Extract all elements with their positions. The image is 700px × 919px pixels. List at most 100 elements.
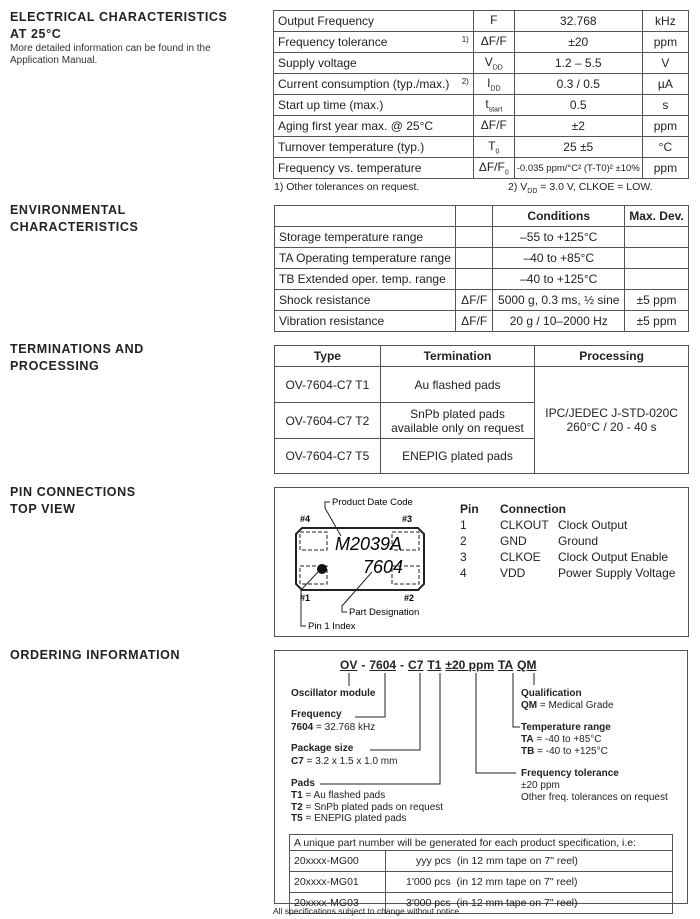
footnote-2: 2) VDD = 3.0 V, CLKOE = LOW. bbox=[508, 181, 653, 196]
pin-row: 2 GND Ground bbox=[460, 533, 675, 549]
package-top-view-diagram: M2039A 7604 #4 #3 #1 #2 Product Date Cod… bbox=[295, 497, 425, 632]
value: = SnPb plated pads on request bbox=[305, 801, 444, 813]
param: Aging first year max. @ 25°C bbox=[278, 119, 434, 133]
heading-line: PROCESSING bbox=[10, 359, 100, 373]
symbol-sub: start bbox=[488, 106, 503, 114]
quantity: 3'000 pcs (in 12 mm tape on 7" reel) bbox=[385, 892, 673, 914]
code-series: OV bbox=[340, 658, 358, 672]
pin-list-header: Pin Connection bbox=[460, 501, 675, 517]
value: = Medical Grade bbox=[539, 700, 614, 711]
type-cell: OV-7604-C7 T2 bbox=[274, 402, 381, 439]
pads-item: T5 = ENEPIG plated pads bbox=[291, 813, 443, 825]
symbol: ΔF/F bbox=[480, 117, 507, 132]
param: Output Frequency bbox=[278, 14, 375, 28]
heading-line: TOP VIEW bbox=[10, 502, 76, 516]
param: Frequency tolerance bbox=[278, 35, 388, 49]
pin-row: 3 CLKOE Clock Output Enable bbox=[460, 549, 675, 565]
code-qualification: QM bbox=[517, 658, 537, 672]
environmental-heading: ENVIRONMENTAL CHARACTERISTICS bbox=[10, 202, 138, 236]
value-cell: ±20 bbox=[513, 31, 643, 53]
param-cell: Frequency tolerance 1) bbox=[273, 31, 474, 53]
symbol: I bbox=[487, 75, 491, 90]
symbol: F bbox=[490, 12, 498, 27]
pin-header: Pin bbox=[460, 502, 479, 516]
pad-1 bbox=[299, 565, 328, 585]
param-cell: Turnover temperature (typ.) bbox=[273, 136, 474, 158]
electrical-row: Frequency vs. temperature ΔF/F0 -0.035 p… bbox=[273, 157, 690, 179]
unit-cell: µA bbox=[641, 73, 690, 95]
pad-2 bbox=[391, 565, 420, 585]
value: = -40 to +125°C bbox=[537, 746, 608, 757]
param: Frequency vs. temperature bbox=[278, 161, 422, 175]
code-tolerance: ±20 ppm bbox=[445, 658, 495, 672]
param-cell: Output Frequency bbox=[273, 10, 474, 32]
symbol-sub: DD bbox=[492, 64, 503, 72]
key: T2 bbox=[291, 801, 303, 813]
type-cell: OV-7604-C7 T1 bbox=[274, 366, 381, 403]
pin-list: Pin Connection 1 CLKOUT Clock Output 2 GND Gro… bbox=[460, 501, 675, 581]
part-number-table-header: A unique part number will be generated f… bbox=[289, 834, 673, 851]
qualification-title: Qualification bbox=[521, 688, 582, 699]
terminations-heading: TERMINATIONS AND PROCESSING bbox=[10, 341, 144, 375]
tolerance-title: Frequency tolerance bbox=[521, 768, 619, 779]
electrical-row: Start up time (max.) tstart 0.5 s bbox=[273, 94, 690, 116]
pin-signal: CLKOUT bbox=[500, 518, 549, 532]
terminations-table: Type Termination Processing OV-7604-C7 T1 A… bbox=[274, 345, 689, 474]
pads-title: Pads bbox=[291, 778, 315, 789]
symbol: T bbox=[488, 138, 496, 153]
cell: 5000 g, 0.3 ms, ½ sine bbox=[492, 289, 626, 311]
footnote-1: 1) Other tolerances on request. bbox=[274, 181, 420, 193]
frequency-desc: 7604 = 32.768 kHz bbox=[291, 722, 375, 734]
value: = -40 to +85°C bbox=[536, 734, 602, 745]
code-sep: - bbox=[361, 658, 366, 672]
qualification-desc: QM = Medical Grade bbox=[521, 700, 614, 712]
key: C7 bbox=[291, 756, 304, 767]
part-designation-label: Part Designation bbox=[349, 607, 419, 618]
param-cell: Frequency vs. temperature bbox=[273, 157, 474, 179]
cell: ±5 ppm bbox=[624, 289, 689, 311]
processing-line: IPC/JEDEC J-STD-020C bbox=[545, 406, 678, 420]
symbol: V bbox=[484, 54, 493, 69]
electrical-row: Current consumption (typ./max.) 2) IDD 0.… bbox=[273, 73, 690, 95]
code-frequency: 7604 bbox=[369, 658, 397, 672]
cell: TB Extended oper. temp. range bbox=[274, 268, 456, 290]
pin-row: 1 CLKOUT Clock Output bbox=[460, 517, 675, 533]
param-cell: Current consumption (typ./max.) 2) bbox=[273, 73, 474, 95]
pin-connections-box: M2039A 7604 #4 #3 #1 #2 Product Date Cod… bbox=[274, 487, 689, 637]
param: Turnover temperature (typ.) bbox=[278, 140, 425, 154]
symbol-sub: 0 bbox=[504, 169, 509, 177]
package-desc: C7 = 3.2 x 1.5 x 1.0 mm bbox=[291, 756, 397, 768]
environmental-row: Vibration resistance ΔF/F 20 g / 10–2000 H… bbox=[274, 310, 689, 332]
date-code-label: Product Date Code bbox=[332, 497, 413, 508]
part-number-table: A unique part number will be generated f… bbox=[289, 834, 673, 914]
termination-cell: ENEPIG plated pads bbox=[379, 438, 536, 474]
marking-date-code: M2039A bbox=[335, 534, 402, 554]
key: T5 bbox=[291, 813, 303, 824]
marking-part: 7604 bbox=[363, 557, 403, 577]
pin-number: 1 bbox=[460, 518, 467, 532]
heading-line: TERMINATIONS AND bbox=[10, 342, 144, 356]
part-number: 20xxxx-MG01 bbox=[289, 871, 386, 893]
pin-number: 2 bbox=[460, 534, 467, 548]
pin4-label: #4 bbox=[300, 514, 310, 524]
pin-signal: VDD bbox=[500, 566, 526, 580]
pads-item: T2 = SnPb plated pads on request bbox=[291, 802, 443, 814]
part-number-code: OV - 7604 - C7 T1 ±20 ppm TA QM bbox=[340, 658, 536, 672]
package-outline bbox=[295, 527, 425, 591]
tolerance-line1: ±20 ppm bbox=[521, 780, 560, 791]
symbol-cell: ΔF/F bbox=[472, 31, 515, 53]
pads-list: T1 = Au flashed pads T2 = SnPb plated pa… bbox=[291, 790, 443, 825]
electrical-row: Output Frequency F 32.768 kHz bbox=[273, 10, 690, 32]
pin-function: Clock Output Enable bbox=[558, 550, 669, 564]
heading-line: ENVIRONMENTAL bbox=[10, 203, 126, 217]
pin-function: Ground bbox=[558, 534, 599, 548]
note: 2) bbox=[461, 77, 469, 86]
electrical-heading: ELECTRICAL CHARACTERISTICS AT 25°C bbox=[10, 9, 227, 43]
quantity: 1'000 pcs (in 12 mm tape on 7" reel) bbox=[385, 871, 673, 893]
value: = 32.768 kHz bbox=[316, 722, 376, 733]
cell: ±5 ppm bbox=[624, 310, 689, 332]
environmental-table: Conditions Max. Dev. Storage temperature r… bbox=[274, 205, 689, 332]
cell: Vibration resistance bbox=[274, 310, 456, 332]
footer-note: All specifications subject to change wit… bbox=[273, 906, 462, 916]
